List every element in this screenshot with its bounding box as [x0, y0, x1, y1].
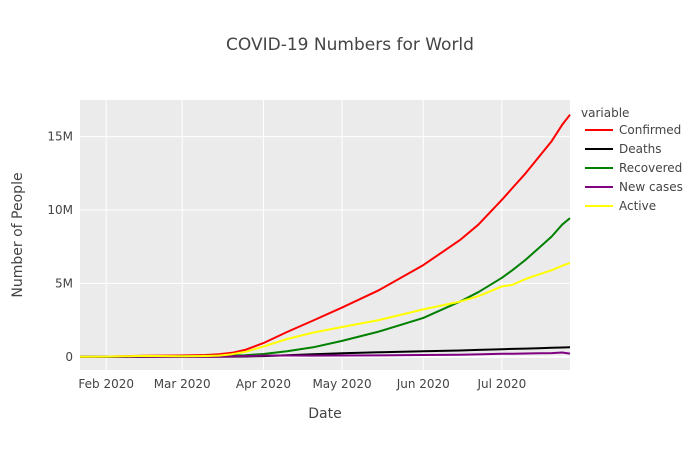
y-tick-label: 10M: [47, 203, 73, 217]
plot-background: [80, 100, 570, 370]
legend: variable Confirmed Deaths Recovered New cas…: [581, 106, 683, 213]
legend-label-recovered: Recovered: [619, 161, 682, 175]
chart-title: COVID-19 Numbers for World: [226, 35, 474, 55]
y-tick-label: 5M: [55, 276, 73, 290]
series-line-active: [79, 261, 571, 358]
x-tick-label: Jun 2020: [396, 377, 450, 391]
y-tick-label: 15M: [47, 130, 73, 144]
x-tick-label: Jul 2020: [476, 377, 526, 391]
legend-label-active: Active: [619, 199, 656, 213]
legend-label-new-cases: New cases: [619, 180, 683, 194]
x-tick-label: May 2020: [312, 377, 371, 391]
x-axis-ticks: Feb 2020 Mar 2020 Apr 2020 May 2020 Jun 2020…: [78, 377, 526, 391]
x-axis-title: Date: [308, 406, 341, 422]
y-tick-label: 0: [65, 350, 73, 364]
legend-label-confirmed: Confirmed: [619, 123, 681, 137]
legend-label-deaths: Deaths: [619, 142, 662, 156]
y-axis-ticks: 0 5M 10M 15M: [47, 130, 73, 364]
y-axis-title: Number of People: [10, 172, 26, 297]
x-tick-label: Feb 2020: [78, 377, 134, 391]
x-tick-label: Apr 2020: [236, 377, 291, 391]
x-tick-label: Mar 2020: [154, 377, 211, 391]
legend-title: variable: [581, 106, 629, 120]
series-lines: [79, 114, 571, 358]
